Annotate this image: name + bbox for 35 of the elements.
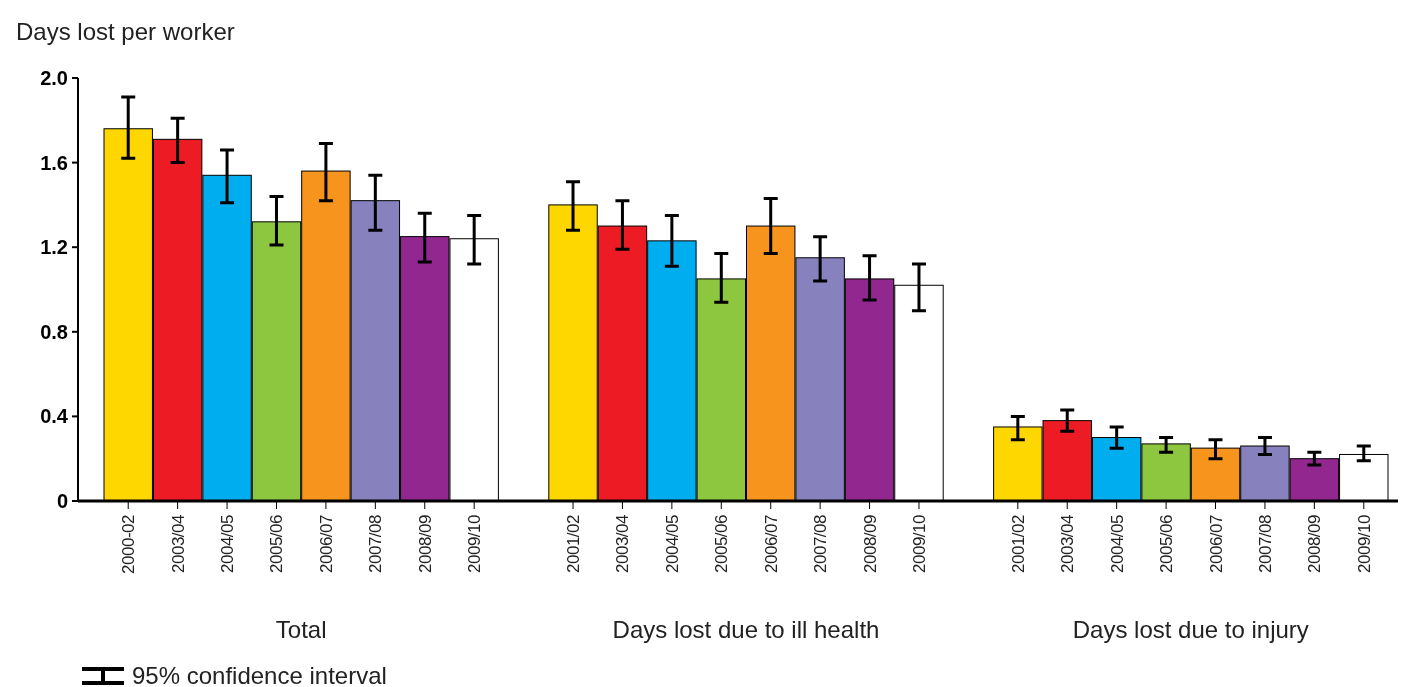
text: Days lost due to ill health bbox=[612, 616, 880, 643]
x-tick-label: 2006/07 bbox=[761, 514, 781, 573]
x-tick-label: 2006/07 bbox=[316, 514, 336, 573]
x-tick-label: 2009/10 bbox=[909, 514, 929, 573]
x-tick-label: 2008/09 bbox=[415, 514, 435, 573]
y-tick-label: 0.8 bbox=[40, 320, 68, 343]
x-tick-label: 2005/06 bbox=[267, 514, 287, 573]
x-tick-label: 2008/09 bbox=[1305, 514, 1325, 573]
y-tick-label: 1.6 bbox=[40, 151, 68, 174]
x-tick-label: 2001/02 bbox=[1008, 514, 1028, 573]
x-tick-label: 2009/10 bbox=[465, 514, 485, 573]
y-tick-label: 2.0 bbox=[40, 67, 68, 89]
x-tick-label: 2009/10 bbox=[1354, 514, 1374, 573]
y-tick-label: 0.4 bbox=[40, 405, 69, 428]
x-tick-label: 2007/08 bbox=[366, 514, 386, 573]
y-tick-label: 1.2 bbox=[40, 236, 68, 259]
y-tick-label: 0 bbox=[56, 490, 68, 512]
x-tick-label: 2004/05 bbox=[662, 514, 682, 573]
x-tick-label: 2008/09 bbox=[860, 514, 880, 573]
x-tick-label: 2005/06 bbox=[1157, 514, 1177, 573]
y-axis-title: Days lost per worker bbox=[16, 18, 235, 45]
x-tick-label: 2007/08 bbox=[811, 514, 831, 573]
x-tick-label: 2005/06 bbox=[712, 514, 732, 573]
text: Total bbox=[275, 616, 327, 643]
text: 95% confidence interval bbox=[132, 662, 387, 687]
x-tick-label: 2004/05 bbox=[218, 514, 238, 573]
x-tick-label: 2004/05 bbox=[1107, 514, 1127, 573]
x-tick-label: 2003/04 bbox=[168, 514, 188, 573]
x-tick-label: 2003/04 bbox=[613, 514, 633, 573]
x-tick-label: 2001/02 bbox=[564, 514, 584, 573]
x-tick-label: 2003/04 bbox=[1058, 514, 1078, 573]
x-tick-label: 2006/07 bbox=[1206, 514, 1226, 573]
x-tick-label: 2007/08 bbox=[1255, 514, 1275, 573]
x-tick-label: 2000-02 bbox=[119, 514, 139, 574]
text: Days lost due to injury bbox=[1072, 616, 1309, 643]
